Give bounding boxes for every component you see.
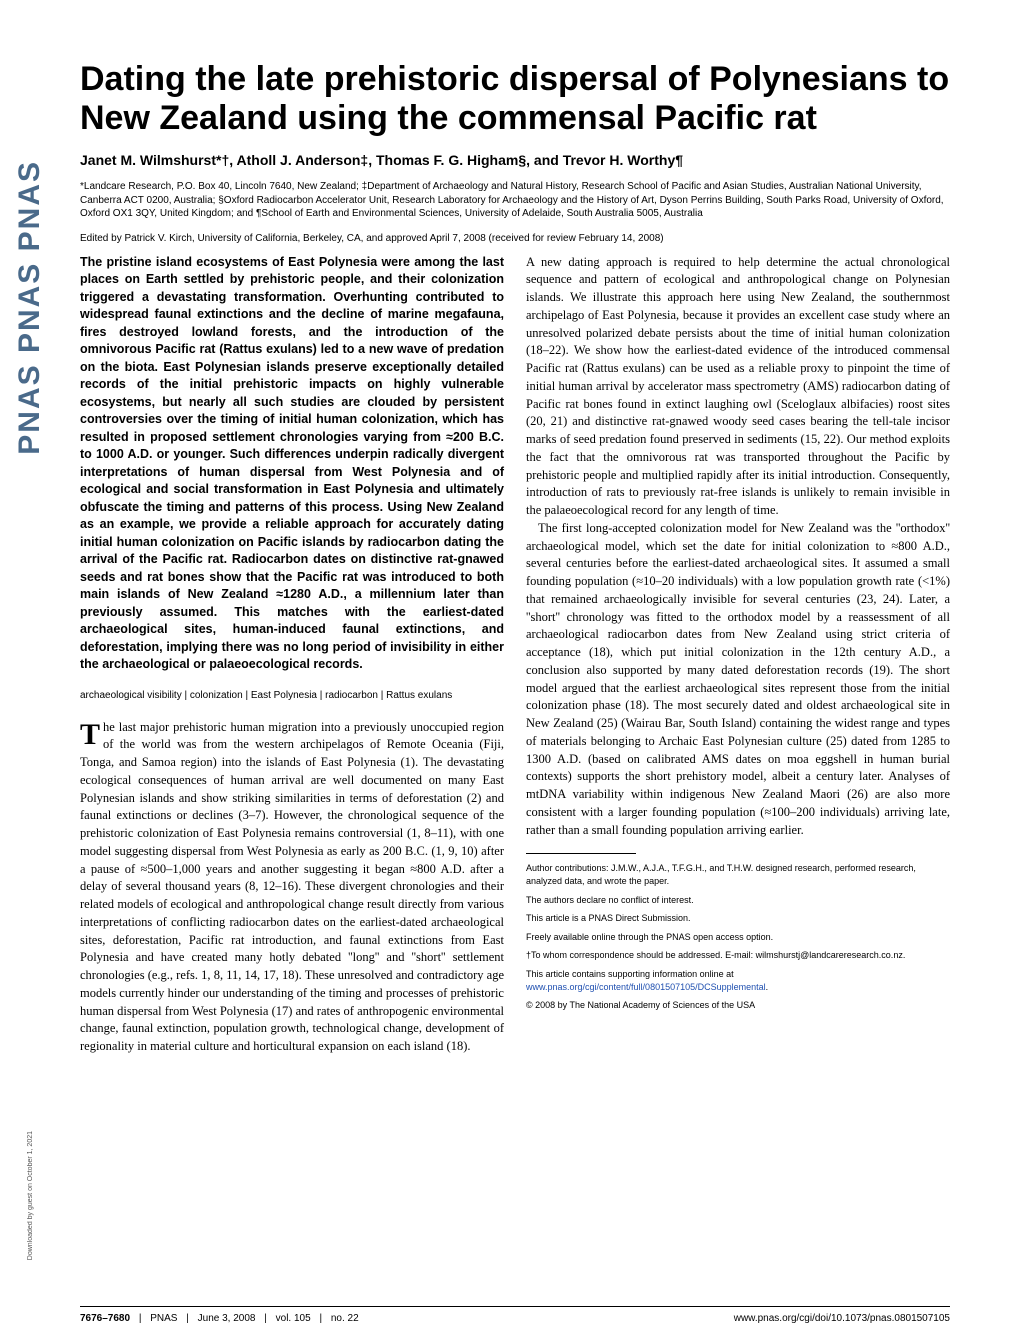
footer-journal: PNAS <box>150 1313 177 1324</box>
footer-issue: no. 22 <box>331 1313 359 1324</box>
open-access: Freely available online through the PNAS… <box>526 931 950 944</box>
supporting-info-link[interactable]: www.pnas.org/cgi/content/full/0801507105… <box>526 982 766 992</box>
article-page: Dating the late prehistoric dispersal of… <box>80 60 950 1056</box>
footnote-separator <box>526 853 636 854</box>
keywords: archaeological visibility | colonization… <box>80 688 504 703</box>
footer-doi: www.pnas.org/cgi/doi/10.1073/pnas.080150… <box>734 1313 950 1324</box>
abstract: The pristine island ecosystems of East P… <box>80 254 504 674</box>
page-range: 7676–7680 <box>80 1313 130 1324</box>
left-column: The pristine island ecosystems of East P… <box>80 254 504 1056</box>
supporting-info: This article contains supporting informa… <box>526 968 950 993</box>
direct-submission: This article is a PNAS Direct Submission… <box>526 912 950 925</box>
conflict-of-interest: The authors declare no conflict of inter… <box>526 894 950 907</box>
footnotes: Author contributions: J.M.W., A.J.A., T.… <box>526 862 950 1011</box>
intro-text: The last major prehistoric human migrati… <box>80 719 504 1056</box>
download-note: Downloaded by guest on October 1, 2021 <box>27 1131 34 1260</box>
col2-p2: The first long-accepted colonization mod… <box>526 520 950 840</box>
intro-paragraph: The last major prehistoric human migrati… <box>80 719 504 1056</box>
journal-sidebar: PNAS PNAS PNAS Downloaded by guest on Oc… <box>10 160 50 1260</box>
article-title: Dating the late prehistoric dispersal of… <box>80 60 950 138</box>
pnas-logo: PNAS PNAS PNAS <box>13 160 47 455</box>
footer-volume: vol. 105 <box>276 1313 311 1324</box>
affiliations: *Landcare Research, P.O. Box 40, Lincoln… <box>80 180 950 221</box>
col2-text: A new dating approach is required to hel… <box>526 254 950 840</box>
col2-p1: A new dating approach is required to hel… <box>526 254 950 520</box>
two-column-body: The pristine island ecosystems of East P… <box>80 254 950 1056</box>
author-contributions: Author contributions: J.M.W., A.J.A., T.… <box>526 862 950 887</box>
copyright: © 2008 by The National Academy of Scienc… <box>526 999 950 1012</box>
footer-date: June 3, 2008 <box>198 1313 256 1324</box>
correspondence: †To whom correspondence should be addres… <box>526 949 950 962</box>
edited-by: Edited by Patrick V. Kirch, University o… <box>80 233 950 244</box>
right-column: A new dating approach is required to hel… <box>526 254 950 1056</box>
footer-left: 7676–7680 | PNAS | June 3, 2008 | vol. 1… <box>80 1313 359 1324</box>
page-footer: 7676–7680 | PNAS | June 3, 2008 | vol. 1… <box>80 1306 950 1324</box>
authors-line: Janet M. Wilmshurst*†, Atholl J. Anderso… <box>80 152 950 168</box>
